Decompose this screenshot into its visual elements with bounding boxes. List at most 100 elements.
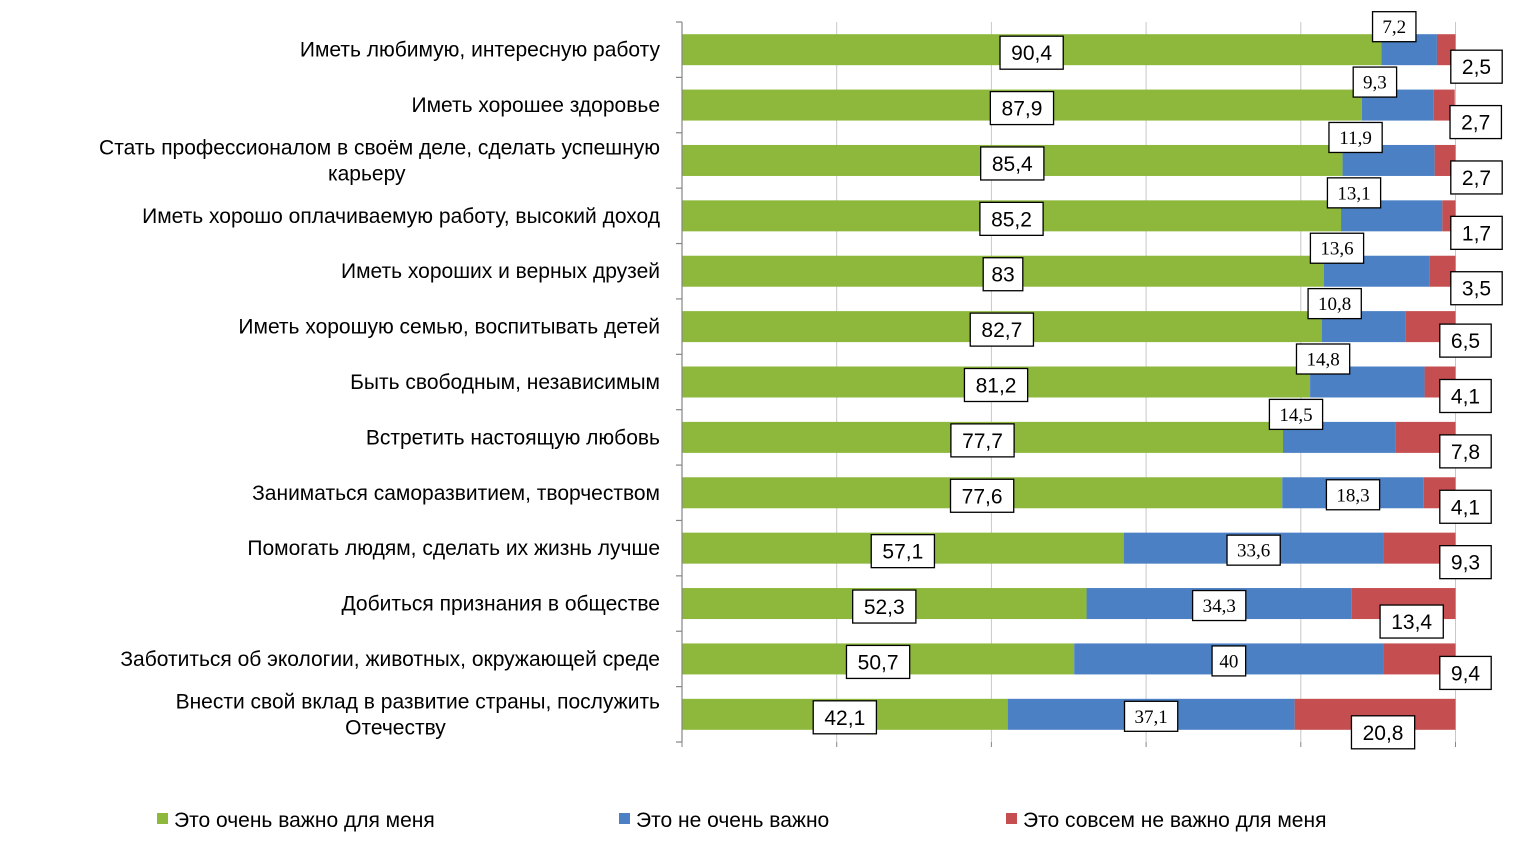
data-label-s0-box bbox=[982, 257, 1024, 292]
category-label: Внести свой вклад в развитие страны, пос… bbox=[176, 690, 660, 713]
data-label-s1-box bbox=[1307, 287, 1362, 320]
data-label-s0-box bbox=[949, 478, 1015, 513]
legend-label: Это не очень важно bbox=[636, 809, 829, 832]
data-label-s1-box bbox=[1123, 700, 1179, 732]
data-label-s2: 9,4 bbox=[1451, 662, 1481, 685]
data-label-s0: 77,6 bbox=[962, 485, 1003, 508]
category-label: Помогать людям, сделать их жизнь лучше bbox=[247, 537, 660, 560]
data-label-s1-box bbox=[1352, 66, 1398, 98]
data-label-s2: 7,8 bbox=[1451, 441, 1480, 464]
category-label: Заботиться об экологии, животных, окружа… bbox=[120, 648, 660, 671]
data-label-s0: 77,7 bbox=[962, 430, 1003, 453]
data-label-s2: 20,8 bbox=[1363, 722, 1404, 745]
data-label-s2-box bbox=[1449, 104, 1503, 140]
data-labels: 90,4 7,2 2,5 87,9 9,3 2,7 85,4 11,9 2,7 85,2 13,1 1… bbox=[812, 11, 1503, 750]
data-label-s1-box bbox=[1211, 645, 1247, 677]
data-label-s0: 42,1 bbox=[824, 707, 865, 730]
data-label-s1: 11,9 bbox=[1339, 128, 1372, 149]
data-label-s2: 6,5 bbox=[1451, 330, 1480, 353]
category-labels: Иметь любимую, интересную работу Иметь хо… bbox=[99, 39, 660, 740]
data-label-s0-box bbox=[979, 201, 1044, 236]
data-label-s1: 14,8 bbox=[1306, 350, 1339, 371]
legend-label: Это совсем не важно для меня bbox=[1023, 809, 1326, 832]
data-label-s2-box bbox=[1439, 434, 1492, 469]
data-label-s2: 13,4 bbox=[1391, 611, 1432, 634]
data-label-s2: 9,3 bbox=[1451, 552, 1480, 575]
data-label-s1-box bbox=[1268, 398, 1324, 431]
category-label: Стать профессионалом в своём деле, сдела… bbox=[99, 136, 660, 159]
category-label: Встретить настоящую любовь bbox=[366, 426, 660, 449]
data-label-s0-box bbox=[963, 367, 1029, 403]
data-label-s1: 34,3 bbox=[1203, 596, 1236, 617]
data-label-s0: 82,7 bbox=[981, 319, 1022, 342]
data-label-s0: 85,4 bbox=[992, 153, 1033, 176]
data-label-s1-box bbox=[1325, 479, 1381, 511]
data-label-s1-box bbox=[1226, 534, 1281, 566]
category-label: Иметь хорошее здоровье bbox=[412, 94, 660, 117]
data-label-s1-box bbox=[1309, 232, 1365, 264]
data-label-s0: 87,9 bbox=[1002, 98, 1043, 121]
data-label-s2: 4,1 bbox=[1451, 496, 1480, 519]
data-label-s2: 4,1 bbox=[1451, 386, 1480, 409]
data-label-s2-box bbox=[1439, 655, 1492, 691]
data-label-s1: 33,6 bbox=[1237, 541, 1270, 562]
data-label-s1-box bbox=[1328, 121, 1383, 154]
data-label-s0-box bbox=[999, 35, 1064, 70]
data-label-s1: 13,1 bbox=[1337, 183, 1370, 204]
legend-swatch bbox=[157, 813, 168, 824]
data-label-s2-box bbox=[1350, 715, 1416, 750]
data-label-s0: 81,2 bbox=[976, 375, 1017, 398]
category-label: Иметь хорошую семью, воспитывать детей bbox=[238, 316, 660, 339]
data-label-s2-box bbox=[1439, 489, 1492, 524]
data-label-s0-box bbox=[980, 146, 1045, 181]
data-label-s0: 52,3 bbox=[864, 596, 905, 619]
data-label-s0: 90,4 bbox=[1011, 42, 1052, 65]
data-label-s1-box bbox=[1295, 343, 1351, 375]
data-label-s2-box bbox=[1439, 545, 1492, 580]
category-label: Иметь любимую, интересную работу bbox=[300, 39, 661, 62]
category-label: Иметь хороших и верных друзей bbox=[341, 260, 660, 283]
legend-label: Это очень важно для меня bbox=[174, 809, 435, 832]
data-label-s0-box bbox=[852, 589, 917, 624]
data-label-s0-box bbox=[989, 90, 1055, 126]
data-label-s2: 3,5 bbox=[1462, 278, 1491, 301]
data-label-s1: 37,1 bbox=[1135, 707, 1168, 728]
data-label-s1-box bbox=[1191, 589, 1247, 622]
data-label-s2: 2,7 bbox=[1461, 112, 1490, 135]
category-label: Заниматься саморазвитием, творчеством bbox=[252, 482, 660, 505]
category-label-line2: Отечеству bbox=[345, 716, 446, 739]
data-label-s2-box bbox=[1379, 604, 1444, 639]
legend-swatch bbox=[619, 813, 630, 824]
data-label-s2: 2,7 bbox=[1462, 167, 1491, 190]
category-label: Иметь хорошо оплачиваемую работу, высоки… bbox=[142, 205, 660, 228]
category-label: Быть свободным, независимым bbox=[350, 371, 660, 394]
data-label-s2-box bbox=[1450, 271, 1503, 306]
data-label-s2: 1,7 bbox=[1462, 222, 1491, 245]
data-label-s1-box bbox=[1371, 11, 1417, 43]
data-label-s1: 18,3 bbox=[1336, 485, 1369, 506]
data-label-s1: 40 bbox=[1219, 651, 1238, 672]
data-label-s2-box bbox=[1450, 215, 1503, 250]
data-label-s1: 7,2 bbox=[1382, 17, 1406, 38]
data-label-s2: 2,5 bbox=[1462, 56, 1491, 79]
legend-swatch bbox=[1006, 813, 1017, 824]
category-axis bbox=[676, 21, 1456, 747]
data-label-s1: 14,5 bbox=[1279, 405, 1312, 426]
category-label-line2: карьеру bbox=[328, 162, 406, 185]
data-label-s0: 83 bbox=[991, 264, 1014, 287]
data-label-s2-box bbox=[1439, 323, 1492, 358]
data-label-s1-box bbox=[1326, 177, 1382, 209]
category-label: Добиться признания в обществе bbox=[341, 593, 660, 616]
data-label-s2-box bbox=[1450, 160, 1503, 195]
data-label-s2-box bbox=[1450, 49, 1503, 84]
data-label-s0-box bbox=[870, 534, 936, 569]
data-label-s1: 9,3 bbox=[1363, 73, 1387, 94]
data-label-s0-box bbox=[969, 312, 1035, 347]
data-label-s0: 50,7 bbox=[858, 651, 899, 674]
data-label-s2-box bbox=[1439, 378, 1492, 414]
data-label-s0-box bbox=[812, 700, 878, 735]
data-label-s0-box bbox=[845, 644, 911, 680]
data-label-s0: 85,2 bbox=[991, 208, 1032, 231]
data-label-s0-box bbox=[950, 423, 1015, 458]
